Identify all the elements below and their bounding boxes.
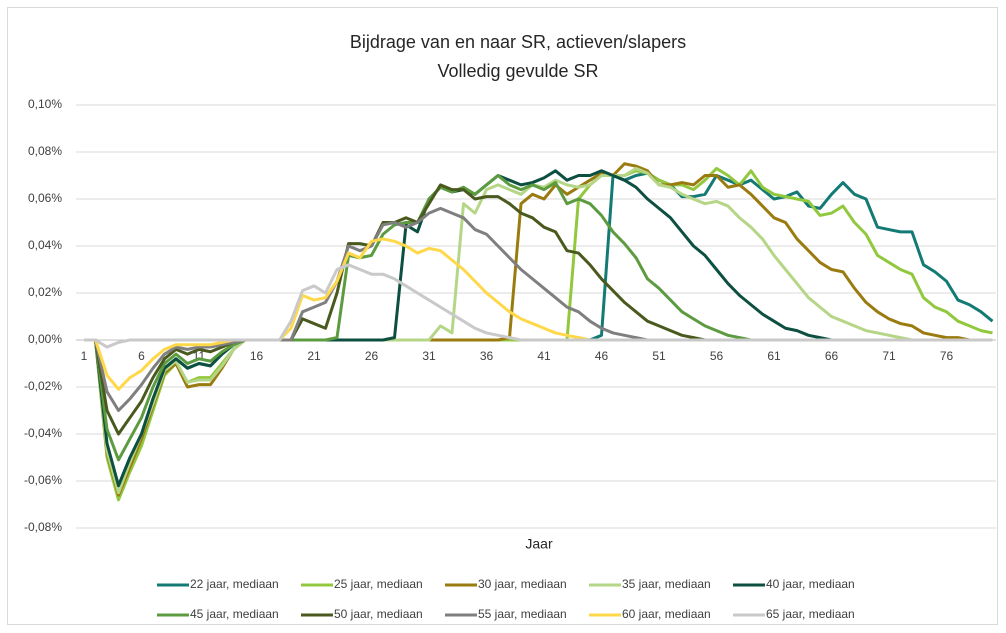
x-tick-label: 56: [710, 349, 724, 363]
x-tick-label: 36: [480, 349, 494, 363]
x-tick-label: 51: [652, 349, 666, 363]
y-tick-label: 0,00%: [28, 332, 62, 346]
x-tick-label: 21: [307, 349, 321, 363]
chart-border: [7, 7, 998, 625]
x-tick-label: 6: [138, 349, 145, 363]
legend-label: 60 jaar, mediaan: [622, 607, 711, 621]
y-tick-label: -0,08%: [24, 520, 62, 534]
legend-label: 55 jaar, mediaan: [478, 607, 567, 621]
legend-label: 25 jaar, mediaan: [334, 577, 423, 591]
y-tick-label: -0,02%: [24, 379, 62, 393]
y-tick-label: 0,08%: [28, 144, 62, 158]
x-tick-label: 76: [940, 349, 954, 363]
chart-title: Bijdrage van en naar SR, actieven/slaper…: [350, 32, 686, 52]
y-tick-label: 0,10%: [28, 97, 62, 111]
y-tick-label: -0,04%: [24, 426, 62, 440]
legend-label: 45 jaar, mediaan: [190, 607, 279, 621]
y-tick-label: 0,02%: [28, 285, 62, 299]
y-tick-label: -0,06%: [24, 473, 62, 487]
x-tick-label: 61: [767, 349, 781, 363]
x-tick-label: 31: [422, 349, 436, 363]
legend-label: 35 jaar, mediaan: [622, 577, 711, 591]
x-tick-label: 26: [365, 349, 379, 363]
x-tick-label: 46: [595, 349, 609, 363]
y-tick-label: 0,04%: [28, 238, 62, 252]
x-axis-label: Jaar: [525, 536, 553, 552]
y-tick-label: 0,06%: [28, 191, 62, 205]
x-tick-label: 1: [81, 349, 88, 363]
x-tick-label: 16: [250, 349, 264, 363]
x-tick-label: 66: [825, 349, 839, 363]
x-tick-label: 41: [537, 349, 551, 363]
chart-subtitle: Volledig gevulde SR: [437, 61, 598, 81]
legend-label: 65 jaar, mediaan: [766, 607, 855, 621]
legend-label: 40 jaar, mediaan: [766, 577, 855, 591]
legend-label: 30 jaar, mediaan: [478, 577, 567, 591]
x-tick-label: 71: [882, 349, 896, 363]
legend-label: 50 jaar, mediaan: [334, 607, 423, 621]
series-line: [84, 263, 993, 349]
legend-label: 22 jaar, mediaan: [190, 577, 279, 591]
